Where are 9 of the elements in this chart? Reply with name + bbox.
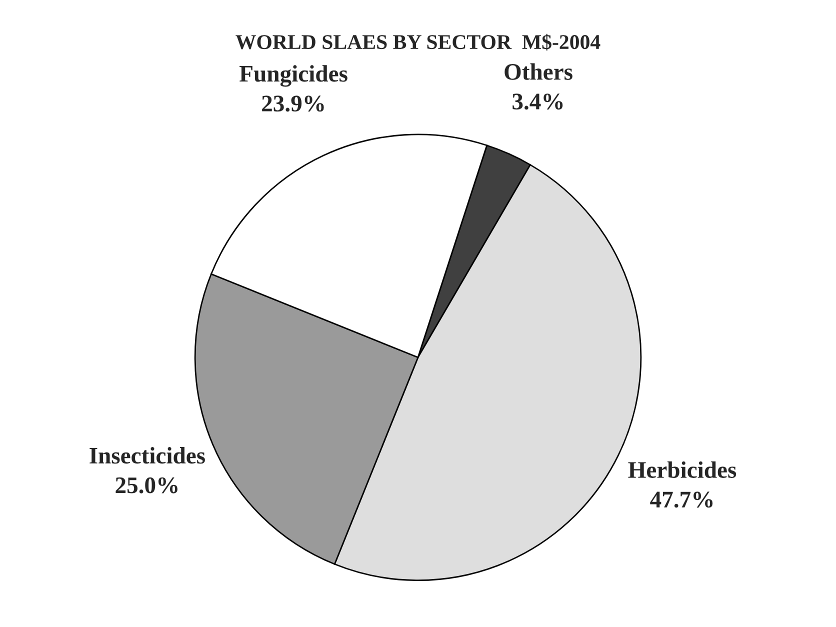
data-label: 23.9%	[262, 96, 324, 112]
data-label: 3.4%	[512, 94, 563, 110]
slice-label: Insecticides	[90, 447, 205, 464]
slice-label: Herbicides	[628, 461, 736, 478]
chart-title: WORLD SLAES BY SECTOR M$-2004	[236, 34, 600, 50]
data-label: 47.7%	[650, 492, 713, 508]
data-label: 25.0%	[116, 477, 178, 494]
slice-label: Fungicides	[240, 65, 348, 87]
slice-label: Others	[504, 63, 572, 80]
